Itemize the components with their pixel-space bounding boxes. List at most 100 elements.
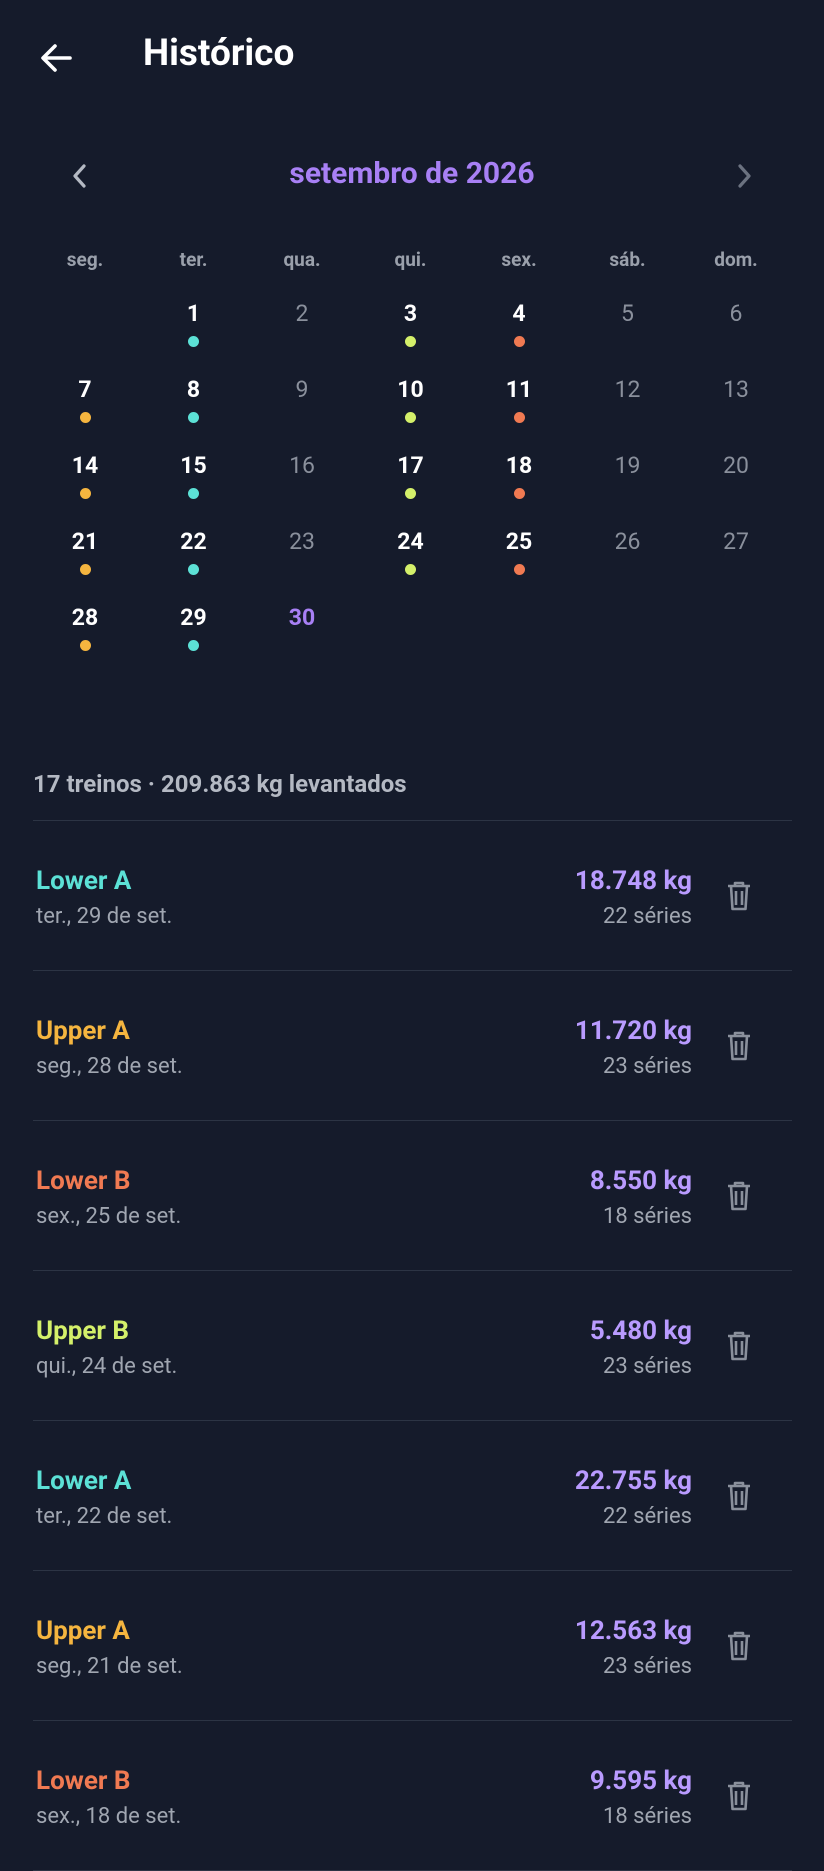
calendar-day[interactable]: 10: [397, 376, 424, 403]
calendar-day[interactable]: 25: [505, 528, 533, 555]
workout-date: ter., 29 de set.: [36, 904, 173, 929]
calendar-day[interactable]: 15: [180, 452, 207, 479]
workout-dot: [188, 564, 199, 575]
calendar-day[interactable]: 23: [289, 528, 315, 555]
delete-button[interactable]: [726, 1630, 752, 1666]
delete-button[interactable]: [726, 880, 752, 916]
calendar-day[interactable]: 14: [71, 452, 99, 479]
workout-date: seg., 28 de set.: [36, 1054, 183, 1079]
workout-volume: 18.748 kg: [574, 866, 692, 896]
weekday-label: qua.: [283, 248, 321, 271]
weekday-label: qui.: [394, 248, 427, 271]
calendar-day[interactable]: 19: [614, 452, 641, 479]
workout-dot: [405, 336, 416, 347]
workout-name[interactable]: Upper A: [36, 1616, 130, 1646]
workout-dot: [513, 564, 525, 575]
workout-volume: 5.480 kg: [589, 1316, 692, 1346]
workout-date: qui., 24 de set.: [36, 1354, 178, 1379]
workout-dot: [405, 488, 416, 499]
workout-dot: [513, 488, 525, 499]
workout-name[interactable]: Lower B: [36, 1766, 131, 1796]
workout-dot: [79, 412, 91, 423]
workout-name[interactable]: Lower B: [36, 1166, 131, 1196]
workout-dot: [188, 412, 199, 423]
month-label: setembro de 2026: [289, 156, 535, 191]
calendar-day[interactable]: 17: [397, 452, 424, 479]
calendar-day[interactable]: 21: [71, 528, 99, 555]
calendar-day[interactable]: 2: [295, 300, 309, 327]
weekday-label: seg.: [66, 248, 104, 271]
back-button[interactable]: [36, 38, 76, 78]
calendar-day[interactable]: 5: [621, 300, 634, 327]
calendar-day[interactable]: 8: [186, 376, 201, 403]
workout-dot: [405, 564, 416, 575]
workout-sets: 23 séries: [602, 1654, 692, 1679]
calendar-day[interactable]: 12: [614, 376, 641, 403]
calendar-day[interactable]: 26: [614, 528, 641, 555]
calendar-day[interactable]: 11: [505, 376, 533, 403]
workout-dot: [405, 412, 416, 423]
calendar-day[interactable]: 22: [180, 528, 207, 555]
workout-sets: 18 séries: [602, 1804, 692, 1829]
workout-name[interactable]: Upper A: [36, 1016, 130, 1046]
delete-button[interactable]: [726, 1780, 752, 1816]
calendar-day[interactable]: 9: [295, 376, 309, 403]
workout-sets: 18 séries: [602, 1204, 692, 1229]
calendar-day[interactable]: 29: [180, 604, 207, 631]
workout-dot: [79, 564, 91, 575]
workout-date: sex., 18 de set.: [36, 1804, 182, 1829]
weekday-label: sáb.: [609, 248, 646, 271]
workout-volume: 22.755 kg: [574, 1466, 692, 1496]
divider: [33, 1720, 792, 1721]
workout-sets: 23 séries: [602, 1354, 692, 1379]
workout-name[interactable]: Lower A: [36, 1466, 132, 1496]
workout-volume: 11.720 kg: [574, 1016, 692, 1046]
calendar-day[interactable]: 4: [512, 300, 526, 327]
delete-button[interactable]: [726, 1030, 752, 1066]
workout-date: ter., 22 de set.: [36, 1504, 173, 1529]
workout-volume: 8.550 kg: [589, 1166, 692, 1196]
workout-sets: 22 séries: [602, 1504, 692, 1529]
divider: [33, 1120, 792, 1121]
delete-button[interactable]: [726, 1480, 752, 1516]
calendar-day[interactable]: 13: [723, 376, 749, 403]
calendar-day[interactable]: 20: [723, 452, 749, 479]
workout-name[interactable]: Upper B: [36, 1316, 130, 1346]
delete-button[interactable]: [726, 1180, 752, 1216]
workout-name[interactable]: Lower A: [36, 866, 132, 896]
divider: [33, 1570, 792, 1571]
workout-sets: 22 séries: [602, 904, 692, 929]
calendar-day[interactable]: 1: [186, 300, 201, 327]
calendar-day[interactable]: 28: [71, 604, 99, 631]
divider: [33, 970, 792, 971]
delete-button[interactable]: [726, 1330, 752, 1366]
workout-dot: [513, 412, 525, 423]
divider: [33, 1420, 792, 1421]
summary: 17 treinos · 209.863 kg levantados: [33, 770, 407, 798]
divider: [33, 820, 792, 821]
workout-dot: [513, 336, 525, 347]
weekday-label: sex.: [501, 248, 537, 271]
weekday-label: dom.: [714, 248, 758, 271]
workout-dot: [188, 640, 199, 651]
prev-month[interactable]: [68, 160, 92, 192]
calendar-day[interactable]: 30: [288, 604, 316, 631]
calendar-day[interactable]: 16: [289, 452, 315, 479]
workout-sets: 23 séries: [602, 1054, 692, 1079]
divider: [33, 1270, 792, 1271]
calendar-day[interactable]: 6: [729, 300, 743, 327]
calendar-day[interactable]: 18: [505, 452, 533, 479]
weekday-label: ter.: [179, 248, 208, 271]
workout-date: seg., 21 de set.: [36, 1654, 183, 1679]
workout-dot: [79, 640, 91, 651]
page-title: Histórico: [143, 32, 295, 75]
workout-dot: [188, 488, 199, 499]
calendar-day[interactable]: 27: [723, 528, 749, 555]
calendar-day[interactable]: 24: [397, 528, 424, 555]
calendar-day[interactable]: 3: [403, 300, 418, 327]
calendar-day[interactable]: 7: [78, 376, 92, 403]
workout-dot: [188, 336, 199, 347]
next-month[interactable]: [732, 160, 756, 192]
workout-date: sex., 25 de set.: [36, 1204, 182, 1229]
screen: Histórico setembro de 2026 17 treinos · …: [33, 32, 792, 1871]
